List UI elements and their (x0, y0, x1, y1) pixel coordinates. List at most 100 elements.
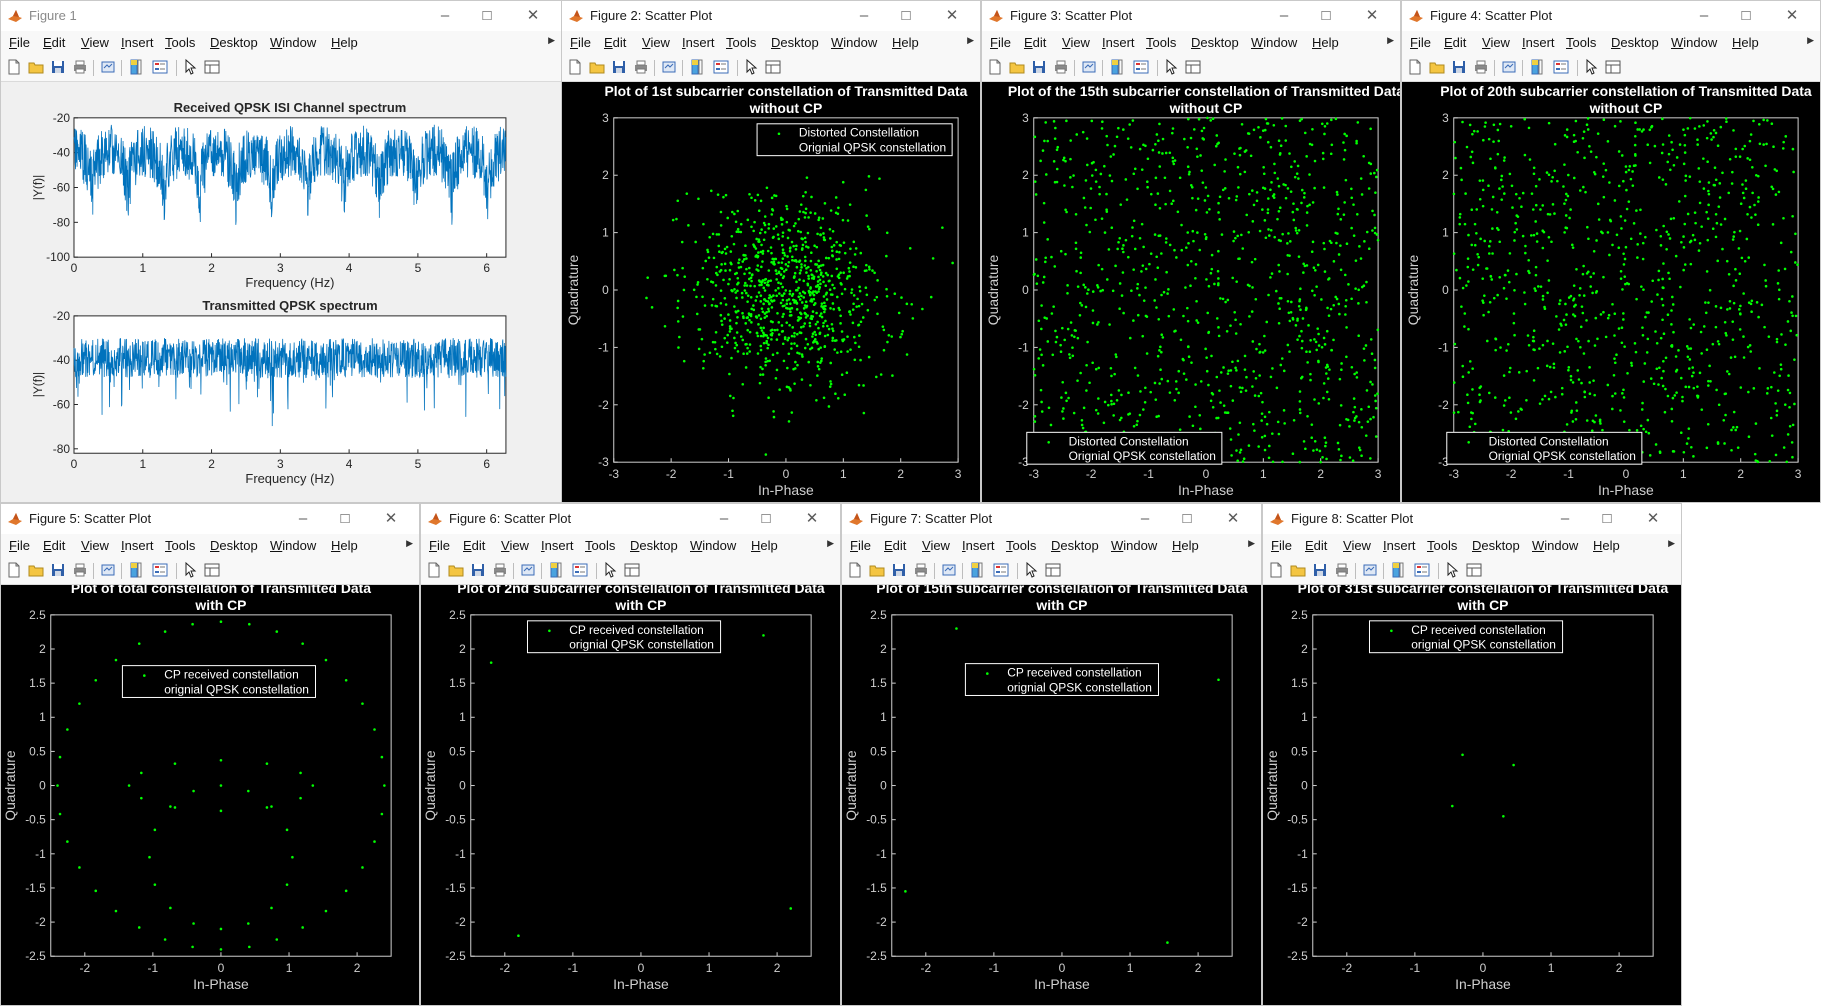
menu-help[interactable]: Help (892, 35, 919, 50)
menu-desktop[interactable]: Desktop (1051, 538, 1099, 553)
open-icon[interactable] (27, 561, 45, 579)
figure-window-5[interactable]: Figure 5: Scatter Plot – □ ✕ File Edit View Ins… (0, 503, 420, 1006)
close-icon[interactable]: ✕ (1365, 7, 1379, 24)
menu-window[interactable]: Window (270, 35, 317, 50)
menu-help[interactable]: Help (1593, 538, 1620, 553)
property-editor-icon[interactable] (764, 58, 782, 76)
maximize-icon[interactable]: □ (340, 510, 350, 527)
title-bar[interactable]: Figure 3: Scatter Plot – □ ✕ (982, 1, 1400, 31)
save-icon[interactable] (1450, 58, 1468, 76)
menu-view[interactable]: View (501, 538, 529, 553)
maximize-icon[interactable]: □ (901, 7, 911, 24)
property-editor-icon[interactable] (203, 561, 221, 579)
colorbar-icon[interactable] (688, 58, 706, 76)
menu-overflow-icon[interactable]: ▶ (1807, 35, 1814, 45)
title-bar[interactable]: Figure 7: Scatter Plot – □ ✕ (842, 504, 1261, 534)
link-icon[interactable] (1500, 58, 1518, 76)
legend-icon[interactable] (1552, 58, 1570, 76)
figure-window-6[interactable]: Figure 6: Scatter Plot – □ ✕ File Edit View Ins… (420, 503, 841, 1006)
menu-insert[interactable]: Insert (682, 35, 715, 50)
property-editor-icon[interactable] (1465, 561, 1483, 579)
legend-icon[interactable] (151, 561, 169, 579)
menu-tools[interactable]: Tools (1006, 538, 1037, 553)
menu-help[interactable]: Help (1172, 538, 1199, 553)
menu-file[interactable]: File (9, 35, 30, 50)
pointer-icon[interactable] (181, 58, 199, 76)
menu-edit[interactable]: Edit (43, 538, 66, 553)
menu-overflow-icon[interactable]: ▶ (406, 538, 413, 548)
new-figure-icon[interactable] (1406, 58, 1424, 76)
print-icon[interactable] (71, 58, 89, 76)
new-figure-icon[interactable] (5, 561, 23, 579)
figure-window-8[interactable]: Figure 8: Scatter Plot – □ ✕ File Edit View Ins… (1262, 503, 1682, 1006)
open-icon[interactable] (1428, 58, 1446, 76)
close-icon[interactable]: ✕ (945, 7, 959, 24)
link-icon[interactable] (940, 561, 958, 579)
save-icon[interactable] (610, 58, 628, 76)
minimize-icon[interactable]: – (1140, 510, 1150, 527)
legend-icon[interactable] (151, 58, 169, 76)
menu-view[interactable]: View (1482, 35, 1510, 50)
colorbar-icon[interactable] (1528, 58, 1546, 76)
menu-edit[interactable]: Edit (1024, 35, 1047, 50)
print-icon[interactable] (1472, 58, 1490, 76)
figure-window-7[interactable]: Figure 7: Scatter Plot – □ ✕ File Edit View Ins… (841, 503, 1262, 1006)
figure-window-3[interactable]: Figure 3: Scatter Plot – □ ✕ File Edit View Ins… (981, 0, 1401, 503)
link-icon[interactable] (99, 561, 117, 579)
menu-desktop[interactable]: Desktop (210, 35, 258, 50)
menu-help[interactable]: Help (331, 538, 358, 553)
menu-desktop[interactable]: Desktop (1191, 35, 1239, 50)
new-figure-icon[interactable] (986, 58, 1004, 76)
maximize-icon[interactable]: □ (1321, 7, 1331, 24)
menu-file[interactable]: File (990, 35, 1011, 50)
menu-help[interactable]: Help (751, 538, 778, 553)
menu-insert[interactable]: Insert (121, 35, 154, 50)
minimize-icon[interactable]: – (859, 7, 869, 24)
figure-window-4[interactable]: Figure 4: Scatter Plot – □ ✕ File Edit View Ins… (1401, 0, 1821, 503)
maximize-icon[interactable]: □ (1741, 7, 1751, 24)
minimize-icon[interactable]: – (440, 7, 450, 24)
new-figure-icon[interactable] (425, 561, 443, 579)
legend-icon[interactable] (712, 58, 730, 76)
maximize-icon[interactable]: □ (1602, 510, 1612, 527)
menu-insert[interactable]: Insert (1102, 35, 1135, 50)
new-figure-icon[interactable] (1267, 561, 1285, 579)
minimize-icon[interactable]: – (719, 510, 729, 527)
print-icon[interactable] (71, 561, 89, 579)
menu-insert[interactable]: Insert (962, 538, 995, 553)
menu-tools[interactable]: Tools (165, 538, 196, 553)
print-icon[interactable] (632, 58, 650, 76)
menu-help[interactable]: Help (1732, 35, 1759, 50)
open-icon[interactable] (868, 561, 886, 579)
open-icon[interactable] (588, 58, 606, 76)
menu-insert[interactable]: Insert (1383, 538, 1416, 553)
link-icon[interactable] (99, 58, 117, 76)
pointer-icon[interactable] (1582, 58, 1600, 76)
menu-overflow-icon[interactable]: ▶ (1387, 35, 1394, 45)
pointer-icon[interactable] (742, 58, 760, 76)
save-icon[interactable] (890, 561, 908, 579)
link-icon[interactable] (660, 58, 678, 76)
maximize-icon[interactable]: □ (761, 510, 771, 527)
menu-tools[interactable]: Tools (1146, 35, 1177, 50)
link-icon[interactable] (1361, 561, 1379, 579)
menu-window[interactable]: Window (831, 35, 878, 50)
menu-tools[interactable]: Tools (726, 35, 757, 50)
title-bar[interactable]: Figure 2: Scatter Plot – □ ✕ (562, 1, 980, 31)
menu-desktop[interactable]: Desktop (1472, 538, 1520, 553)
colorbar-icon[interactable] (1389, 561, 1407, 579)
menu-help[interactable]: Help (331, 35, 358, 50)
menu-overflow-icon[interactable]: ▶ (967, 35, 974, 45)
print-icon[interactable] (491, 561, 509, 579)
menu-tools[interactable]: Tools (1566, 35, 1597, 50)
menu-window[interactable]: Window (1251, 35, 1298, 50)
colorbar-icon[interactable] (547, 561, 565, 579)
pointer-icon[interactable] (1022, 561, 1040, 579)
legend-icon[interactable] (992, 561, 1010, 579)
menu-overflow-icon[interactable]: ▶ (548, 35, 555, 45)
link-icon[interactable] (1080, 58, 1098, 76)
menu-desktop[interactable]: Desktop (771, 35, 819, 50)
